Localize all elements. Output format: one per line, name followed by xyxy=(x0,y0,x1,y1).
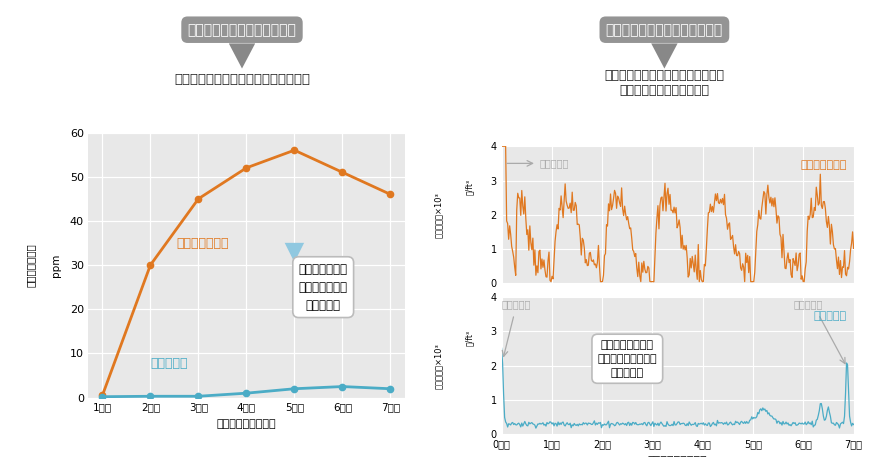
Text: アンモニア濃度: アンモニア濃度 xyxy=(26,243,36,287)
Text: 浮遊粉塵とともにアレルゲン物質や: 浮遊粉塵とともにアレルゲン物質や xyxy=(605,69,724,82)
X-axis label: ケージ交換後の日数: ケージ交換後の日数 xyxy=(648,456,708,457)
Text: ケージ内が効率
良く換気され、
大幅に低減: ケージ内が効率 良く換気され、 大幅に低減 xyxy=(298,263,348,312)
Text: オープンラック: オープンラック xyxy=(800,160,847,170)
Text: ケージ交換: ケージ交換 xyxy=(793,299,823,309)
Text: 個/ft³: 個/ft³ xyxy=(466,330,474,346)
Text: 飼育室内への浮遊
粉塵の拡散を抑え、
大幅に低減: 飼育室内への浮遊 粉塵の拡散を抑え、 大幅に低減 xyxy=(598,340,657,378)
Polygon shape xyxy=(651,43,678,69)
Text: 陰圧一方向: 陰圧一方向 xyxy=(813,311,847,321)
Text: 個/ft³: 個/ft³ xyxy=(466,179,474,196)
Text: 浮遊粉塵数×10³: 浮遊粉塵数×10³ xyxy=(434,343,443,388)
Text: 臭気の拡散も抑えられます: 臭気の拡散も抑えられます xyxy=(620,84,709,97)
Text: 床敷き交換周期の改善が期待できます: 床敷き交換周期の改善が期待できます xyxy=(174,74,310,86)
Text: ケージ交換: ケージ交換 xyxy=(539,159,568,168)
Text: オープンラック: オープンラック xyxy=(177,237,230,250)
Text: ppm: ppm xyxy=(51,253,62,277)
X-axis label: ケージ交換後の日数: ケージ交換後の日数 xyxy=(216,419,276,429)
Text: 陰圧一方向: 陰圧一方向 xyxy=(150,356,188,370)
Text: 飼育者にやさしい飼育室内環境: 飼育者にやさしい飼育室内環境 xyxy=(605,23,723,37)
Polygon shape xyxy=(229,43,255,69)
Text: 浮遊粉塵数×10³: 浮遊粉塵数×10³ xyxy=(434,192,443,238)
Text: ケージ交換: ケージ交換 xyxy=(502,299,531,309)
Text: 動物にやさしいケージ内環境: 動物にやさしいケージ内環境 xyxy=(187,23,297,37)
